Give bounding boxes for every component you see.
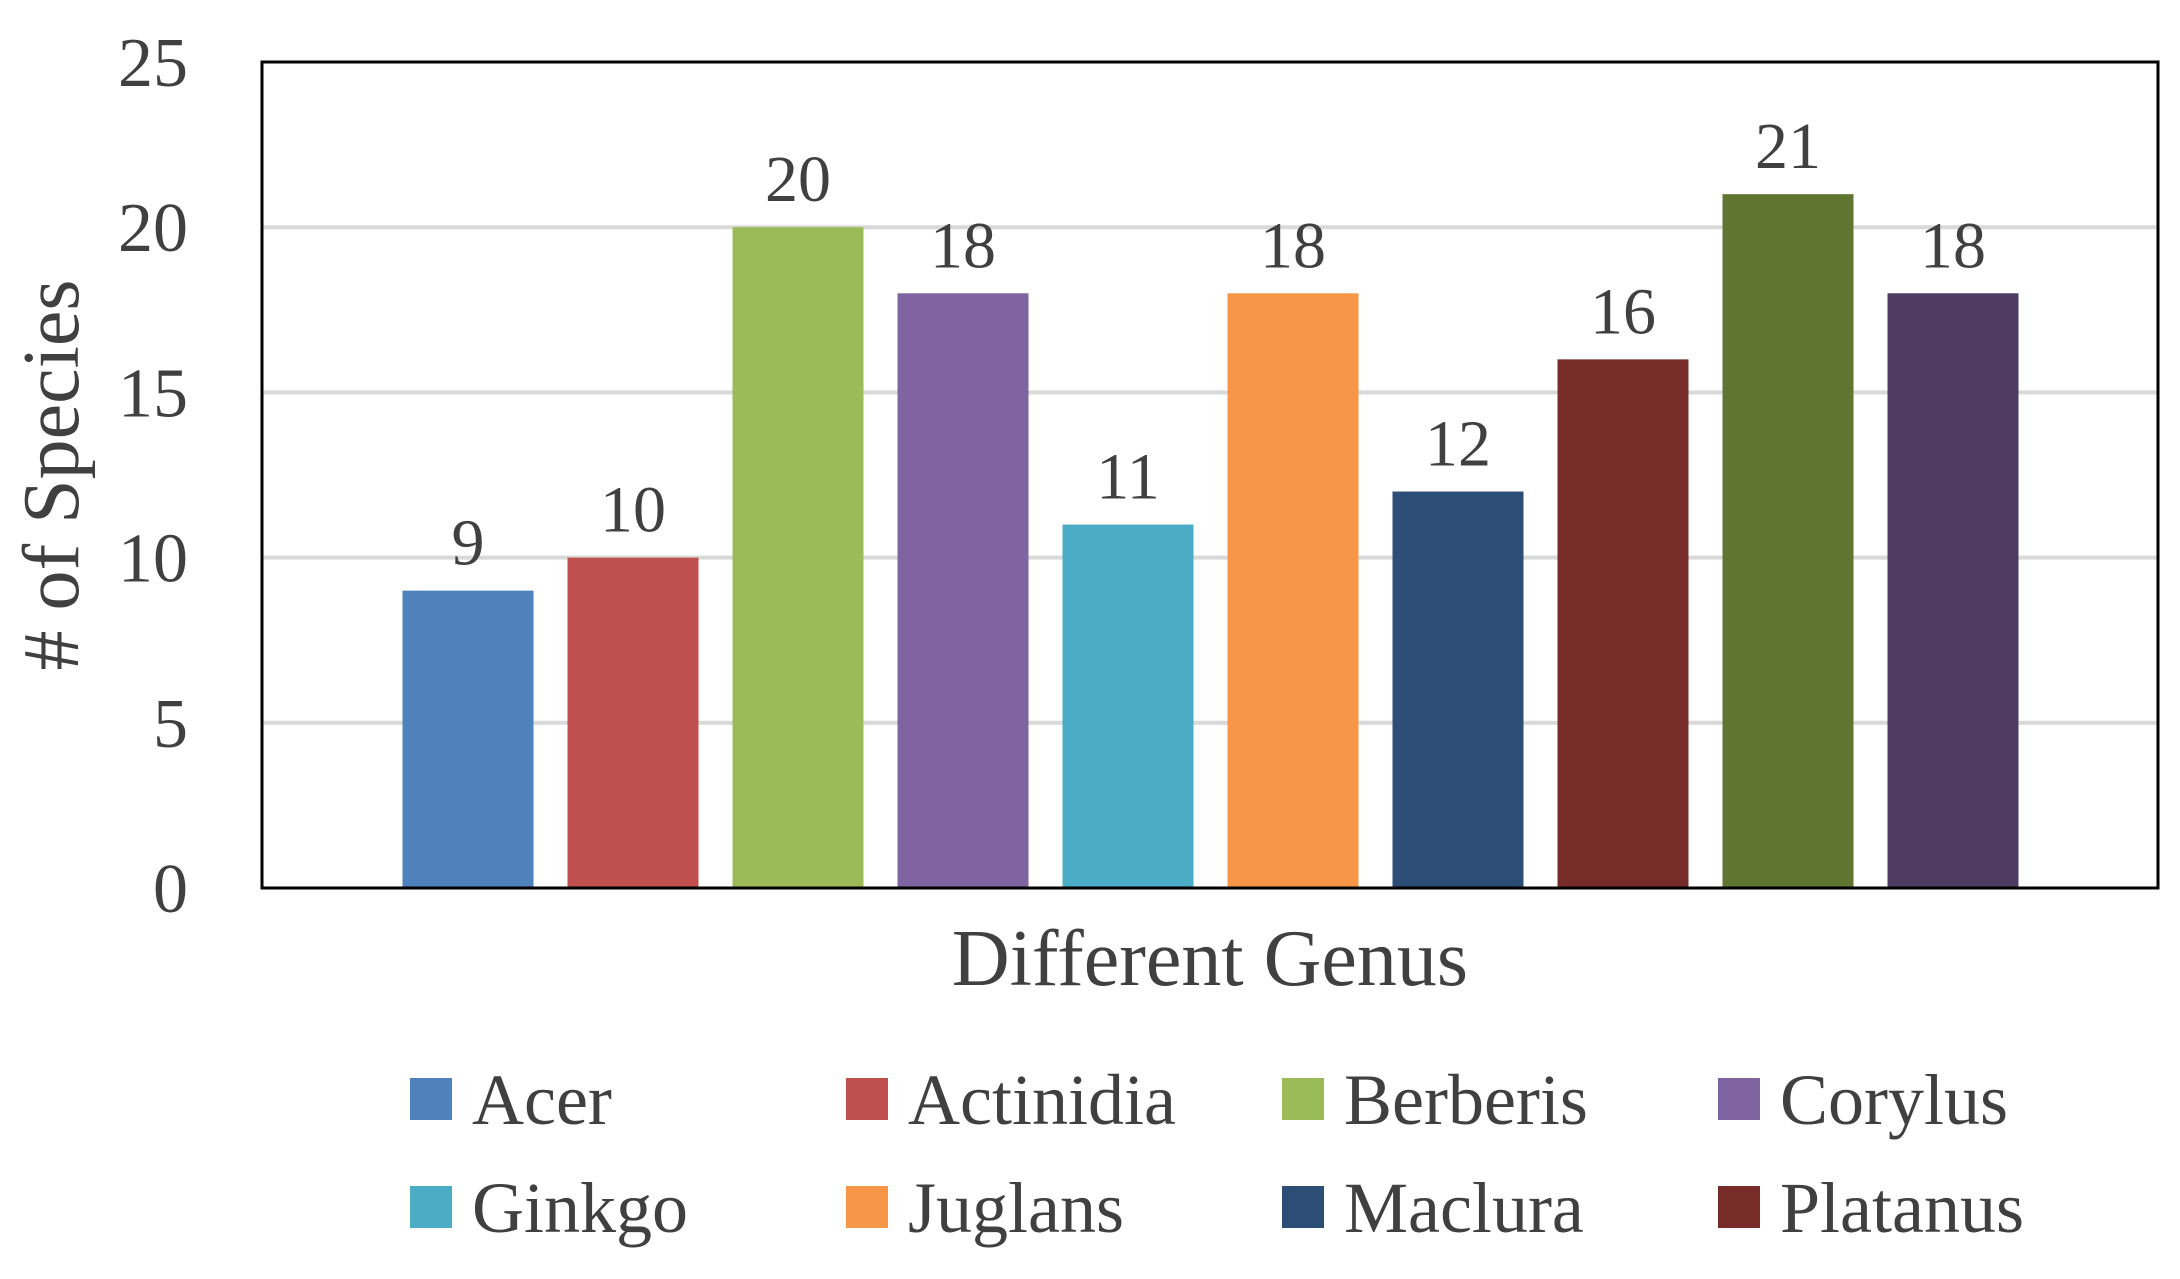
y-axis-ticks: 0 5 10 15 20 25 [118,25,188,928]
bar-maclura [1392,491,1524,888]
legend-swatch-maclura [1282,1186,1324,1228]
data-label-platanus: 16 [1590,275,1656,348]
legend-label-corylus: Corylus [1780,1060,2008,1140]
data-label-ginkgo: 11 [1096,441,1160,514]
legend-swatch-actinidia [846,1078,888,1120]
bar-berberis [732,227,864,888]
bar-platanus [1557,359,1689,888]
data-label-unlabeled-9: 21 [1755,110,1821,183]
bar-actinidia [567,557,699,888]
bar-corylus [897,293,1029,888]
y-tick-label: 25 [118,25,188,102]
legend-label-ginkgo: Ginkgo [472,1168,688,1248]
legend-swatch-berberis [1282,1078,1324,1120]
data-label-juglans: 18 [1260,209,1326,282]
bars [402,194,2019,888]
y-tick-label: 10 [118,521,188,598]
y-tick-label: 15 [118,355,188,432]
legend-swatch-juglans [846,1186,888,1228]
bar-juglans [1227,293,1359,888]
bar-unlabeled-10 [1887,293,2019,888]
bar-acer [402,590,534,888]
data-label-actinidia: 10 [600,474,666,547]
y-tick-label: 20 [118,190,188,267]
legend-label-acer: Acer [472,1060,612,1140]
legend-label-platanus: Platanus [1780,1168,2024,1248]
y-tick-label: 5 [153,686,188,763]
gridlines [262,225,2158,725]
legend-swatch-ginkgo [410,1186,452,1228]
legend-label-juglans: Juglans [908,1168,1124,1248]
bar-ginkgo [1062,524,1194,888]
data-label-corylus: 18 [930,209,996,282]
legend-label-berberis: Berberis [1344,1060,1588,1140]
y-axis-title: # of Species [8,279,96,670]
data-labels: 9 10 20 18 11 18 12 16 21 18 [452,110,1987,579]
legend-swatch-platanus [1718,1186,1760,1228]
legend: Acer Actinidia Berberis Corylus Ginkgo Juglan… [410,1060,2024,1248]
data-label-unlabeled-10: 18 [1920,209,1986,282]
legend-swatch-corylus [1718,1078,1760,1120]
data-label-berberis: 20 [765,143,831,216]
legend-swatch-acer [410,1078,452,1120]
legend-label-actinidia: Actinidia [908,1060,1176,1140]
plot-area-frame [260,60,2160,890]
y-tick-label: 0 [153,851,188,928]
data-label-acer: 9 [452,507,485,580]
legend-label-maclura: Maclura [1344,1168,1584,1248]
x-axis-title: Different Genus [952,915,1468,1003]
bar-unlabeled-9 [1722,194,1854,888]
data-label-maclura: 12 [1425,408,1491,481]
